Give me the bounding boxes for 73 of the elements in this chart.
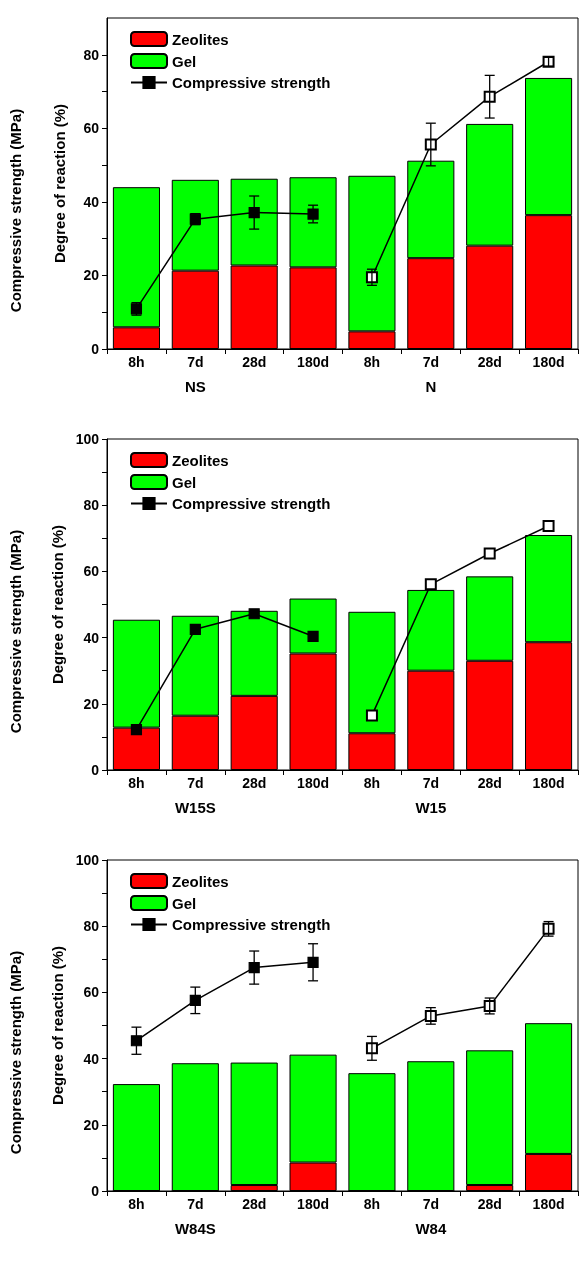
legend-label: Compressive strength [172, 74, 331, 91]
x-tick-label: 7d [187, 1196, 204, 1212]
x-tick-label: 8h [363, 775, 381, 791]
legend-label: Zeolites [172, 451, 229, 469]
text: W15 [415, 799, 447, 816]
x-tick-label: 28d [477, 775, 502, 791]
y-tick-label: 60 [83, 120, 100, 137]
y-tick-label: 20 [83, 695, 100, 712]
text: Compressive strength (MPa) [7, 529, 24, 734]
x-tick-label: 28d [242, 775, 267, 791]
legend-label: Gel [172, 894, 197, 912]
legend-label: Gel [172, 473, 197, 491]
point [483, 547, 496, 560]
x-tick-label: 8h [128, 354, 145, 370]
point [424, 138, 437, 151]
x-tick-label: 180d [297, 354, 330, 370]
x-tick-label: 7d [422, 775, 439, 791]
y-tick-label: 80 [83, 497, 100, 514]
y-tick-label: 60 [83, 563, 100, 580]
y-tick-label: 20 [83, 267, 100, 284]
y-tick-label: 0 [91, 1183, 100, 1199]
x-tick-label: 28d [242, 1196, 267, 1212]
x-tick-label: 8h [363, 1196, 381, 1212]
y-tick-label: 40 [83, 1050, 100, 1067]
y-axis-title: Degree of reaction (%) [51, 103, 68, 264]
point [248, 608, 260, 620]
y-tick-label: 40 [83, 193, 100, 210]
y-tick-label: 0 [91, 341, 100, 357]
y-axis-title: Degree of reaction (%) [48, 945, 66, 1106]
x-tick-label: 7d [422, 354, 439, 370]
point [189, 623, 201, 635]
text: W84S [174, 1220, 216, 1237]
x-tick-label: 28d [242, 354, 267, 370]
point [307, 630, 319, 642]
y-tick-label: 60 [83, 984, 100, 1001]
y-tick-label: 40 [83, 629, 100, 646]
x-tick-label: 180d [532, 1196, 565, 1212]
x-tick-label: 28d [477, 354, 502, 370]
text: N [425, 378, 437, 395]
text: Compressive strength (MPa) [7, 950, 24, 1155]
text: W84 [415, 1220, 447, 1237]
y-tick-label: 0 [91, 762, 100, 778]
x-tick-label: 180d [297, 775, 330, 791]
y-axis-title: Degree of reaction (%) [48, 524, 66, 685]
x-tick-label: 7d [422, 1196, 439, 1212]
x-tick-label: 8h [128, 775, 145, 791]
x-tick-label: 7d [187, 354, 204, 370]
text: W15S [174, 799, 216, 816]
x-tick-label: 180d [532, 775, 565, 791]
point [483, 90, 496, 103]
point [424, 578, 437, 591]
point [542, 520, 555, 533]
y-tick-label: 20 [83, 1116, 100, 1133]
y-tick-label: 100 [75, 431, 100, 447]
x-tick-label: 7d [187, 775, 204, 791]
legend-label: Compressive strength [172, 916, 331, 933]
legend-label: Gel [172, 52, 197, 70]
x-tick-label: 8h [363, 354, 381, 370]
text: Compressive strength (MPa) [7, 108, 24, 313]
x-tick-label: 28d [477, 1196, 502, 1212]
text: NS [184, 378, 206, 395]
legend-label: Zeolites [172, 872, 229, 890]
legend-label: Zeolites [172, 30, 229, 48]
legend-label: Compressive strength [172, 495, 331, 512]
y-tick-label: 80 [83, 46, 100, 63]
point [307, 208, 319, 220]
x-tick-label: 8h [128, 1196, 145, 1212]
point [130, 724, 143, 736]
y-tick-label: 80 [83, 918, 100, 935]
x-tick-label: 180d [297, 1196, 330, 1212]
x-tick-label: 180d [532, 354, 565, 370]
point [365, 709, 378, 722]
y-tick-label: 100 [75, 852, 100, 868]
